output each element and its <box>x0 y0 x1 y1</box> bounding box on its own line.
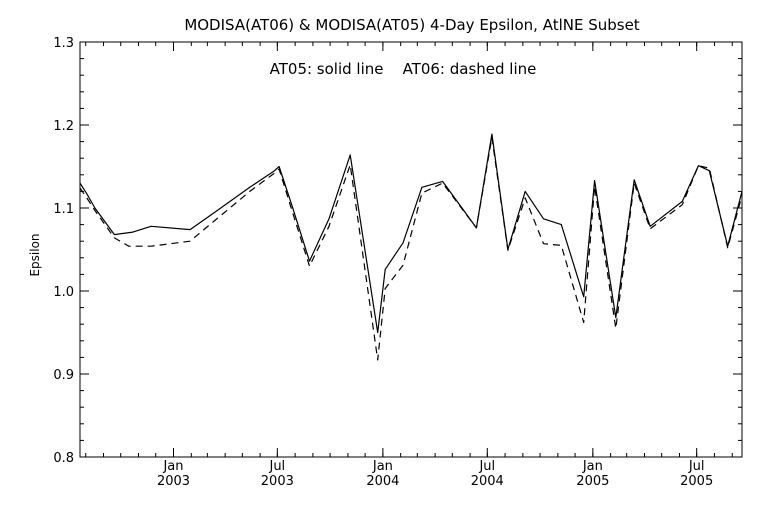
series-line-at06 <box>79 136 743 361</box>
x-tick-label-month: Jan <box>372 459 393 474</box>
plot-frame <box>79 41 743 458</box>
x-tick-label-month: Jul <box>688 459 705 474</box>
y-tick-label: 0.9 <box>53 368 74 383</box>
x-tick-label-year: 2003 <box>157 474 190 489</box>
x-tick-label-year: 2005 <box>680 474 713 489</box>
x-tick-label-year: 2004 <box>366 474 399 489</box>
y-tick-label: 0.8 <box>53 451 74 466</box>
x-tick-label-month: Jul <box>478 459 495 474</box>
x-tick-label-year: 2003 <box>261 474 294 489</box>
x-tick-label-year: 2004 <box>471 474 504 489</box>
y-tick-label: 1.3 <box>53 36 74 51</box>
x-tick-label-year: 2005 <box>576 474 609 489</box>
series-layer <box>79 133 743 361</box>
y-tick-label: 1.2 <box>53 119 74 134</box>
x-tick-label-month: Jul <box>268 459 285 474</box>
series-annotation: AT05: solid line AT06: dashed line <box>270 60 537 78</box>
y-tick-label: 1.0 <box>53 285 74 300</box>
x-tick-label-month: Jan <box>162 459 183 474</box>
y-tick-label: 1.1 <box>53 202 74 217</box>
ticks-layer: 0.80.91.01.11.21.3Jan2003Jul2003Jan2004J… <box>53 36 742 489</box>
series-line-at05 <box>79 133 743 334</box>
chart-title: MODISA(AT06) & MODISA(AT05) 4-Day Epsilo… <box>184 16 639 34</box>
y-axis-label: Epsilon <box>28 233 42 276</box>
x-tick-label-month: Jan <box>582 459 603 474</box>
